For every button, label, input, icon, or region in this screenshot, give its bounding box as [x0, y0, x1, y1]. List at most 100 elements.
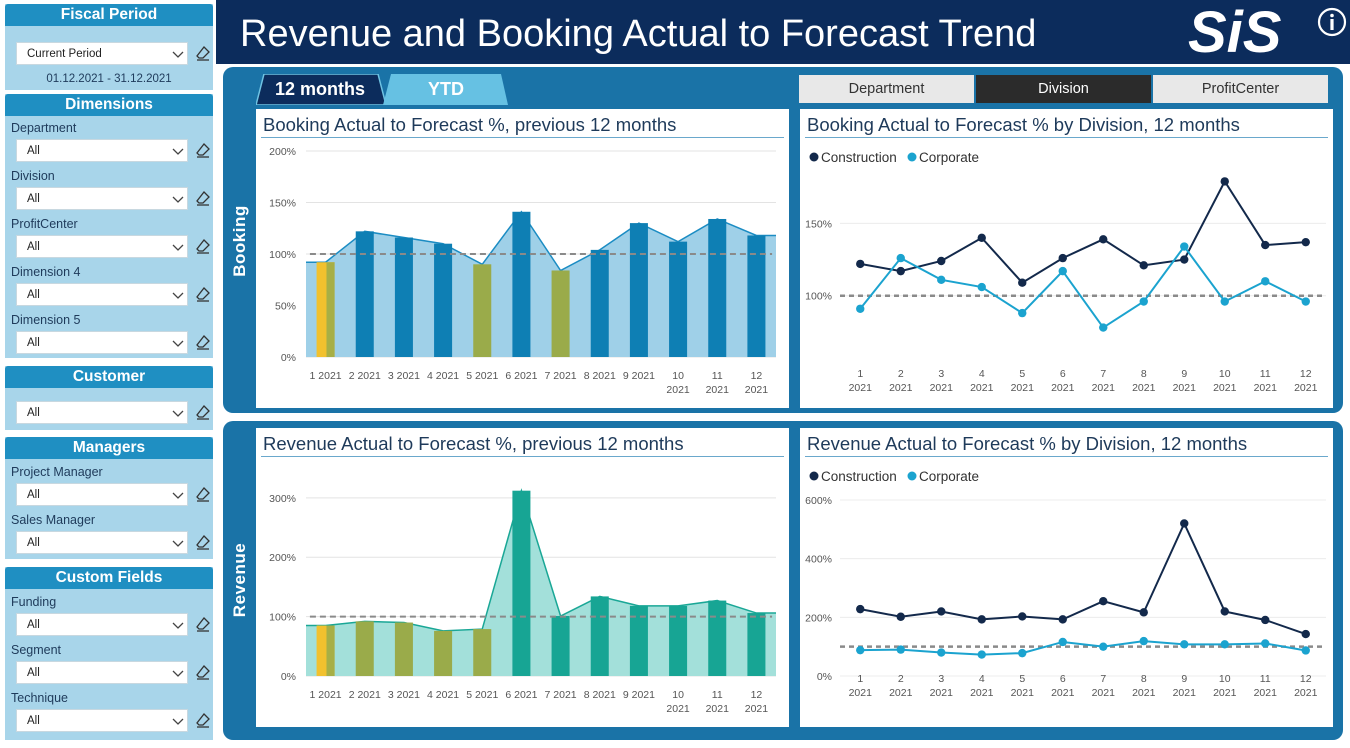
revenue-line-point-construction[interactable] — [1301, 629, 1310, 639]
booking-bar-bar[interactable] — [512, 211, 531, 357]
revenue-line-point-construction[interactable] — [937, 607, 946, 616]
segment-department[interactable]: Department — [799, 75, 974, 103]
booking-line-point-corporate[interactable] — [937, 275, 946, 285]
segment-division[interactable]: Division — [976, 75, 1151, 103]
eraser-icon[interactable] — [195, 616, 211, 632]
revenue-bar-bar[interactable] — [512, 490, 531, 676]
eraser-icon[interactable] — [195, 712, 211, 728]
revenue-bar-bar[interactable] — [747, 613, 766, 676]
fiscal-period-dropdown[interactable]: Current Period — [16, 42, 188, 65]
booking-line-point-construction[interactable] — [896, 266, 905, 276]
booking-line-point-corporate[interactable] — [1058, 266, 1067, 276]
booking-bar-bar[interactable] — [629, 223, 648, 357]
revenue-bar-bar[interactable] — [590, 596, 609, 676]
booking-line-point-corporate[interactable] — [1180, 242, 1189, 251]
booking-line-point-construction[interactable] — [937, 256, 946, 266]
revenue-bar-bar[interactable] — [708, 600, 727, 676]
booking-line-point-construction[interactable] — [1180, 255, 1189, 264]
revenue-bar-bar[interactable] — [394, 622, 413, 676]
booking-bar-bar[interactable] — [551, 270, 570, 357]
revenue-bar-bar[interactable] — [551, 616, 570, 676]
revenue-bar-bar[interactable] — [355, 621, 374, 676]
revenue-line-point-construction[interactable] — [896, 612, 905, 621]
eraser-icon[interactable] — [195, 190, 211, 206]
booking-bar-bar[interactable] — [590, 249, 609, 357]
booking-bar-bar[interactable] — [669, 241, 688, 357]
revenue-line-point-corporate[interactable] — [1261, 639, 1270, 648]
booking-line-point-construction[interactable] — [1058, 253, 1067, 263]
booking-bar-bar[interactable] — [434, 243, 453, 357]
eraser-icon[interactable] — [195, 45, 211, 61]
eraser-icon[interactable] — [195, 334, 211, 350]
booking-line-point-corporate[interactable] — [856, 304, 865, 313]
division-dropdown[interactable]: All — [16, 187, 188, 210]
eraser-icon[interactable] — [195, 486, 211, 502]
revenue-line-point-construction[interactable] — [1139, 608, 1148, 617]
revenue-line-point-construction[interactable] — [856, 604, 865, 614]
eraser-icon[interactable] — [195, 404, 211, 420]
booking-line-point-corporate[interactable] — [1099, 323, 1108, 332]
dimension-4-dropdown[interactable]: All — [16, 283, 188, 306]
revenue-line-point-corporate[interactable] — [937, 648, 946, 657]
revenue-line-point-corporate[interactable] — [896, 645, 905, 654]
booking-line-point-corporate[interactable] — [896, 253, 905, 263]
segment-profitcenter[interactable]: ProfitCenter — [1153, 75, 1328, 103]
revenue-line-point-corporate[interactable] — [856, 645, 865, 655]
booking-line-point-corporate[interactable] — [1018, 308, 1027, 318]
booking-bar-bar[interactable] — [355, 231, 374, 357]
funding-dropdown[interactable]: All — [16, 613, 188, 636]
booking-bar-bar[interactable] — [394, 237, 413, 357]
booking-line-point-construction[interactable] — [1301, 237, 1310, 247]
eraser-icon[interactable] — [195, 238, 211, 254]
booking-bar-bar[interactable] — [473, 264, 492, 357]
booking-line-point-construction[interactable] — [1139, 261, 1148, 270]
booking-line-point-corporate[interactable] — [1261, 277, 1270, 286]
revenue-line-point-corporate[interactable] — [1139, 636, 1148, 646]
revenue-line-point-corporate[interactable] — [1301, 646, 1310, 655]
revenue-line-point-construction[interactable] — [1261, 615, 1270, 625]
revenue-bar-bar[interactable] — [473, 629, 492, 676]
project-manager-dropdown[interactable]: All — [16, 483, 188, 506]
revenue-line-point-corporate[interactable] — [1018, 648, 1027, 658]
revenue-bar-bar[interactable] — [434, 630, 453, 676]
booking-line-point-construction[interactable] — [977, 233, 986, 243]
tab-12-months[interactable]: 12 months — [274, 79, 366, 99]
segment-dropdown[interactable]: All — [16, 661, 188, 684]
customer-dropdown[interactable]: All — [16, 401, 188, 424]
revenue-line-point-construction[interactable] — [1018, 612, 1027, 621]
eraser-icon[interactable] — [195, 664, 211, 680]
booking-line-point-corporate[interactable] — [1301, 297, 1310, 306]
revenue-line-point-corporate[interactable] — [1099, 642, 1108, 651]
revenue-line-point-construction[interactable] — [977, 615, 986, 624]
department-dropdown[interactable]: All — [16, 139, 188, 162]
revenue-line-point-construction[interactable] — [1180, 519, 1189, 528]
booking-line-point-construction[interactable] — [1099, 235, 1108, 244]
tab-ytd[interactable]: YTD — [428, 79, 464, 99]
eraser-icon[interactable] — [195, 534, 211, 550]
sales-manager-dropdown[interactable]: All — [16, 531, 188, 554]
revenue-line-point-corporate[interactable] — [1180, 640, 1189, 649]
revenue-line-point-corporate[interactable] — [977, 650, 986, 659]
booking-bar-bar[interactable] — [708, 218, 727, 357]
dimension-5-dropdown[interactable]: All — [16, 331, 188, 354]
revenue-bar-bar[interactable] — [669, 605, 688, 676]
info-icon[interactable] — [1316, 6, 1348, 38]
revenue-line-point-construction[interactable] — [1058, 615, 1067, 624]
profitcenter-dropdown[interactable]: All — [16, 235, 188, 258]
revenue-line-point-construction[interactable] — [1220, 607, 1229, 616]
eraser-icon[interactable] — [195, 142, 211, 158]
technique-dropdown[interactable]: All — [16, 709, 188, 732]
revenue-line-point-construction[interactable] — [1099, 597, 1108, 606]
booking-bar-bar[interactable] — [747, 235, 766, 357]
booking-line-point-corporate[interactable] — [977, 282, 986, 292]
booking-line-point-corporate[interactable] — [1220, 297, 1229, 306]
booking-line-point-construction[interactable] — [856, 259, 865, 269]
booking-line-point-construction[interactable] — [1261, 240, 1270, 250]
booking-line-point-corporate[interactable] — [1139, 297, 1148, 306]
booking-line-point-construction[interactable] — [1220, 177, 1229, 186]
revenue-bar-bar[interactable] — [629, 605, 648, 676]
eraser-icon[interactable] — [195, 286, 211, 302]
revenue-line-point-corporate[interactable] — [1058, 637, 1067, 647]
booking-line-point-construction[interactable] — [1018, 278, 1027, 287]
revenue-line-point-corporate[interactable] — [1220, 640, 1229, 649]
